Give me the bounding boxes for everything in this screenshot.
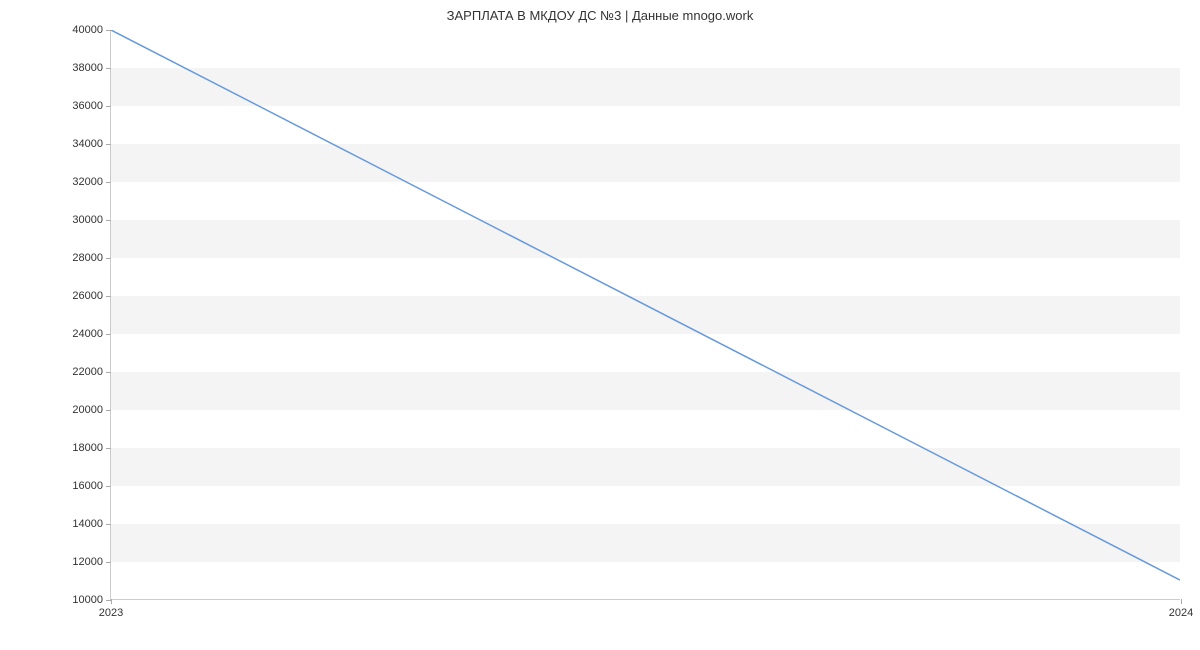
series-line [111,30,1180,580]
x-tick-label: 2023 [99,607,123,619]
y-tick-label: 14000 [72,518,103,530]
y-tick-mark [106,220,111,221]
y-tick-label: 32000 [72,176,103,188]
y-tick-mark [106,296,111,297]
y-tick-mark [106,334,111,335]
y-tick-mark [106,562,111,563]
y-tick-label: 18000 [72,442,103,454]
y-tick-label: 38000 [72,62,103,74]
y-tick-label: 22000 [72,366,103,378]
y-tick-mark [106,410,111,411]
y-tick-label: 34000 [72,138,103,150]
y-tick-mark [106,258,111,259]
x-tick-mark [111,599,112,604]
y-tick-label: 26000 [72,290,103,302]
y-tick-mark [106,486,111,487]
y-tick-mark [106,106,111,107]
x-tick-mark [1181,599,1182,604]
y-tick-mark [106,68,111,69]
y-tick-label: 28000 [72,252,103,264]
y-tick-mark [106,372,111,373]
y-tick-mark [106,30,111,31]
y-tick-label: 40000 [72,24,103,36]
y-tick-mark [106,182,111,183]
x-tick-label: 2024 [1169,607,1193,619]
chart-title: ЗАРПЛАТА В МКДОУ ДС №3 | Данные mnogo.wo… [0,8,1200,23]
y-tick-mark [106,144,111,145]
y-tick-label: 20000 [72,404,103,416]
y-tick-mark [106,448,111,449]
y-tick-label: 30000 [72,214,103,226]
y-tick-label: 24000 [72,328,103,340]
y-tick-label: 10000 [72,594,103,606]
chart-line-layer [111,30,1180,599]
y-tick-label: 12000 [72,556,103,568]
y-tick-label: 36000 [72,100,103,112]
y-tick-mark [106,524,111,525]
y-tick-label: 16000 [72,480,103,492]
chart-plot-area: 1000012000140001600018000200002200024000… [110,30,1180,600]
